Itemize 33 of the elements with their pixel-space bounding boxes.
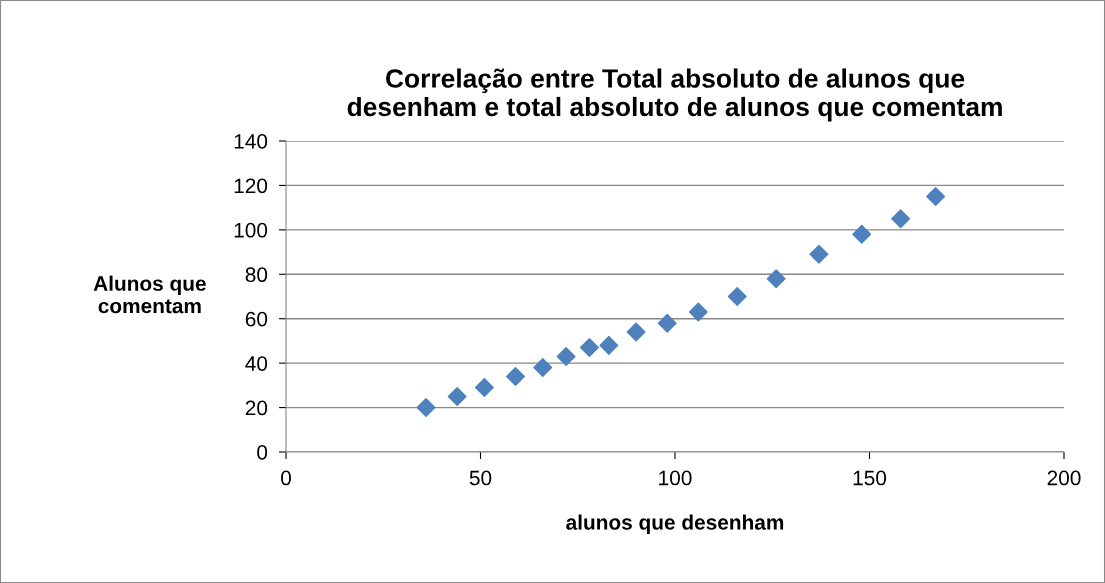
point <box>599 335 619 355</box>
point <box>626 322 646 342</box>
point <box>579 338 599 358</box>
y-tick-label: 60 <box>245 311 268 327</box>
point <box>809 244 829 264</box>
point <box>556 347 576 366</box>
y-tick-label: 100 <box>234 222 268 238</box>
point <box>474 378 494 398</box>
x-tick-label: 100 <box>659 470 692 486</box>
point <box>506 366 525 386</box>
point <box>533 358 553 378</box>
point <box>766 269 786 289</box>
y-tick-label: 40 <box>245 356 268 371</box>
x-tick-label: 0 <box>281 470 291 486</box>
x-tick-label: 150 <box>853 470 887 486</box>
chart-title: Correlação entre Total absoluto de alunos que desenham e total absoluto de alunos que comentam <box>347 68 1002 122</box>
y-tick-label: 20 <box>245 400 268 416</box>
point <box>891 209 911 229</box>
x-tick-label: 200 <box>1047 470 1081 486</box>
y-tick-label: 140 <box>234 134 268 149</box>
y-tick-label: 80 <box>245 267 268 283</box>
y-axis-title: Alunos que comentam <box>93 275 206 314</box>
point <box>657 313 677 333</box>
point <box>447 386 467 406</box>
point <box>688 302 708 322</box>
point <box>926 187 946 207</box>
y-tick-label: 120 <box>234 178 268 194</box>
point <box>852 224 872 244</box>
y-tick-label: 0 <box>257 445 268 460</box>
x-axis-title: alunos que desenham <box>566 514 784 534</box>
x-tick-label: 50 <box>469 470 492 486</box>
point <box>727 287 747 306</box>
point <box>416 398 436 418</box>
